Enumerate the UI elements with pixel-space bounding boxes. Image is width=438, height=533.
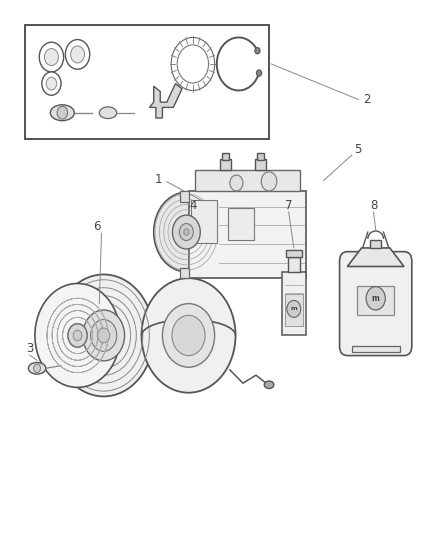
Circle shape <box>255 47 260 54</box>
Circle shape <box>46 77 57 90</box>
Polygon shape <box>347 248 404 266</box>
Circle shape <box>39 42 64 72</box>
Text: 6: 6 <box>93 220 101 233</box>
Text: 8: 8 <box>370 199 377 212</box>
Circle shape <box>35 284 120 387</box>
Circle shape <box>261 172 277 191</box>
Circle shape <box>177 45 208 83</box>
Circle shape <box>71 46 85 63</box>
Polygon shape <box>149 84 182 118</box>
Circle shape <box>154 192 219 272</box>
Bar <box>25 25 269 139</box>
Bar <box>255 159 265 169</box>
Bar <box>228 208 254 240</box>
Circle shape <box>91 319 117 351</box>
Circle shape <box>173 215 200 249</box>
Bar <box>371 240 381 248</box>
Ellipse shape <box>264 381 274 389</box>
Circle shape <box>184 229 189 235</box>
Circle shape <box>230 175 243 191</box>
Bar <box>357 286 394 316</box>
Text: 2: 2 <box>363 93 371 106</box>
Text: 7: 7 <box>285 199 293 212</box>
Bar <box>282 272 306 335</box>
Text: m: m <box>372 294 380 303</box>
Circle shape <box>68 324 87 347</box>
Circle shape <box>83 310 124 361</box>
Bar <box>352 346 399 352</box>
Bar <box>180 191 188 201</box>
Circle shape <box>53 274 154 397</box>
Circle shape <box>180 223 193 240</box>
Bar <box>257 153 264 160</box>
Text: 1: 1 <box>154 173 162 185</box>
Bar <box>285 294 303 326</box>
Bar <box>222 153 229 160</box>
Circle shape <box>34 364 41 373</box>
Bar <box>188 191 306 278</box>
FancyBboxPatch shape <box>339 252 412 356</box>
Bar <box>195 169 300 191</box>
Circle shape <box>45 49 58 66</box>
Circle shape <box>42 72 61 95</box>
Ellipse shape <box>28 362 46 374</box>
Bar <box>286 249 302 257</box>
Circle shape <box>171 37 215 91</box>
Text: 3: 3 <box>26 342 33 355</box>
Bar <box>220 159 231 169</box>
Ellipse shape <box>99 107 117 118</box>
Circle shape <box>287 301 301 317</box>
Circle shape <box>366 287 385 310</box>
Circle shape <box>65 39 90 69</box>
Circle shape <box>98 328 110 343</box>
Circle shape <box>162 304 215 367</box>
Circle shape <box>256 70 261 76</box>
Bar <box>180 268 188 278</box>
Bar <box>288 257 300 272</box>
Circle shape <box>73 330 82 341</box>
Bar <box>191 200 217 243</box>
Circle shape <box>57 107 67 119</box>
Text: 5: 5 <box>355 143 362 156</box>
Text: 4: 4 <box>189 199 197 212</box>
Circle shape <box>141 278 236 393</box>
Circle shape <box>172 316 205 356</box>
Ellipse shape <box>50 105 74 120</box>
Text: m: m <box>290 306 297 311</box>
